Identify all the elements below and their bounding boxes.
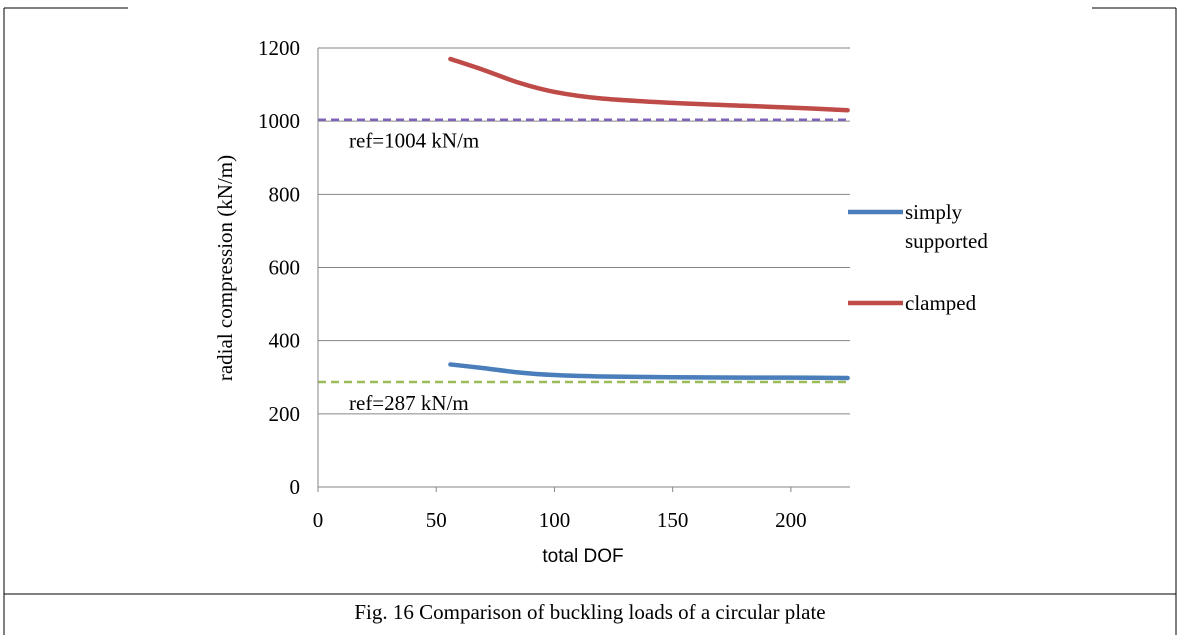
y-tick-label: 1200 (258, 36, 300, 60)
reference-lines: ref=1004 kN/m ref=287 kN/m (318, 118, 850, 415)
series-layer (448, 56, 850, 381)
x-tick-label: 50 (426, 508, 447, 532)
reference-label: ref=1004 kN/m (349, 129, 479, 153)
x-tick-label: 0 (313, 508, 324, 532)
x-tick-label: 100 (539, 508, 571, 532)
series-line-clamped (448, 56, 850, 113)
figure-caption: Fig. 16 Comparison of buckling loads of … (354, 600, 825, 624)
y-tick-label: 600 (269, 256, 301, 280)
y-tick-label: 0 (290, 475, 301, 499)
y-tick-label: 800 (269, 182, 301, 206)
x-tick-label: 150 (657, 508, 689, 532)
legend-label-clamped: clamped (905, 291, 977, 315)
y-tick-label: 1000 (258, 109, 300, 133)
x-axis-label: total DOF (542, 546, 623, 567)
y-axis-label: radial compression (kN/m) (213, 155, 237, 381)
y-tick-label: 400 (269, 329, 301, 353)
legend: simply supported clamped (848, 200, 988, 315)
x-tick-label: 200 (775, 508, 807, 532)
grid-layer (318, 47, 850, 415)
legend-label-simply-supported: simply supported (905, 200, 988, 253)
axes: 0 200 400 600 800 1000 1200 0 50 100 150 200 (258, 36, 850, 532)
series-line-simply-supported (448, 362, 850, 381)
y-tick-label: 200 (269, 402, 301, 426)
figure-frame (3, 7, 1177, 635)
reference-label: ref=287 kN/m (349, 391, 469, 415)
